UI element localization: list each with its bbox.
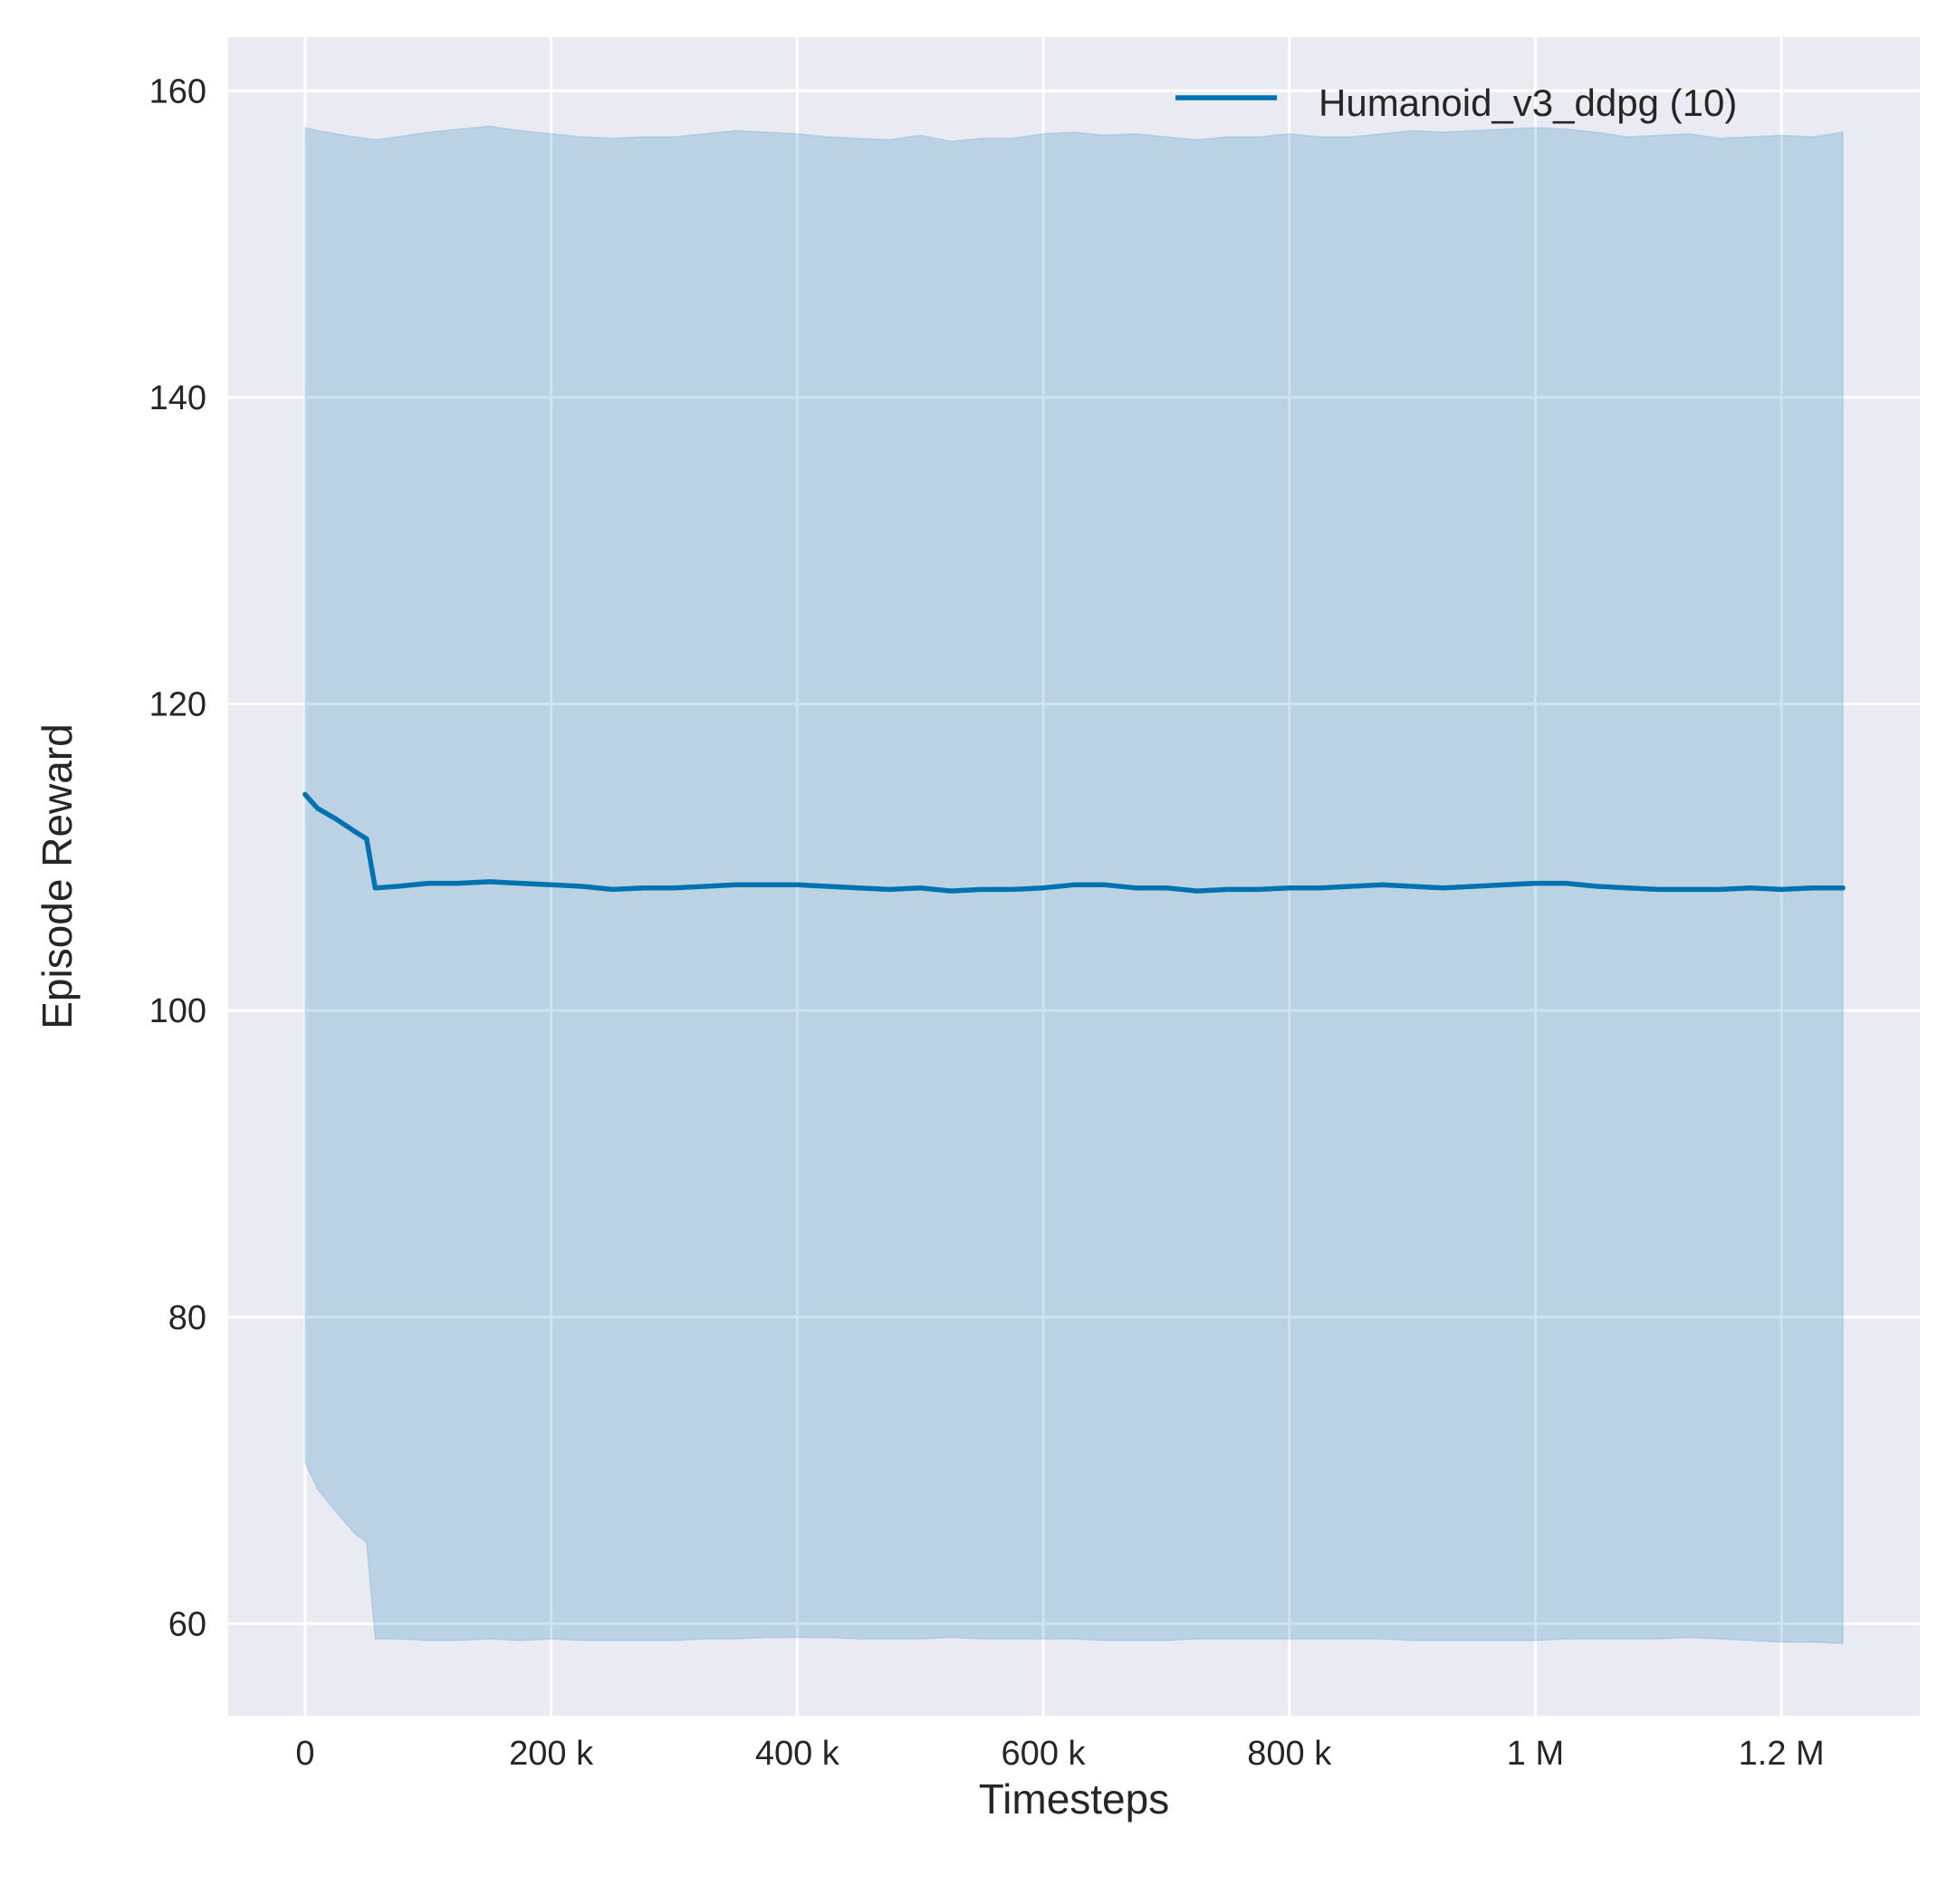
grid [228, 37, 1920, 1716]
legend-label: Humanoid_v3_ddpg (10) [1319, 81, 1737, 124]
x-axis-label: Timesteps [979, 1775, 1169, 1823]
x-tick-label: 1 M [1507, 1735, 1564, 1773]
x-tick-label: 600 k [1002, 1735, 1087, 1773]
x-tick-label: 800 k [1247, 1735, 1332, 1773]
y-axis-label: Episode Reward [34, 723, 81, 1029]
y-tick-label: 120 [149, 686, 206, 724]
x-tick-label: 1.2 M [1739, 1735, 1825, 1773]
x-tick-label: 400 k [755, 1735, 840, 1773]
x-tick-labels: 0 200 k 400 k 600 k 800 k 1 M 1.2 M [295, 1735, 1824, 1773]
y-tick-labels: 60 80 100 120 140 160 [149, 72, 206, 1643]
legend: Humanoid_v3_ddpg (10) [1175, 81, 1737, 124]
x-tick-label: 0 [295, 1735, 314, 1773]
y-tick-label: 80 [168, 1299, 206, 1337]
y-tick-label: 140 [149, 379, 206, 417]
y-tick-label: 60 [168, 1605, 206, 1643]
y-tick-label: 160 [149, 72, 206, 110]
plot-background [228, 37, 1920, 1716]
x-tick-label: 200 k [509, 1735, 594, 1773]
y-tick-label: 100 [149, 992, 206, 1030]
mean-line [302, 791, 1846, 894]
